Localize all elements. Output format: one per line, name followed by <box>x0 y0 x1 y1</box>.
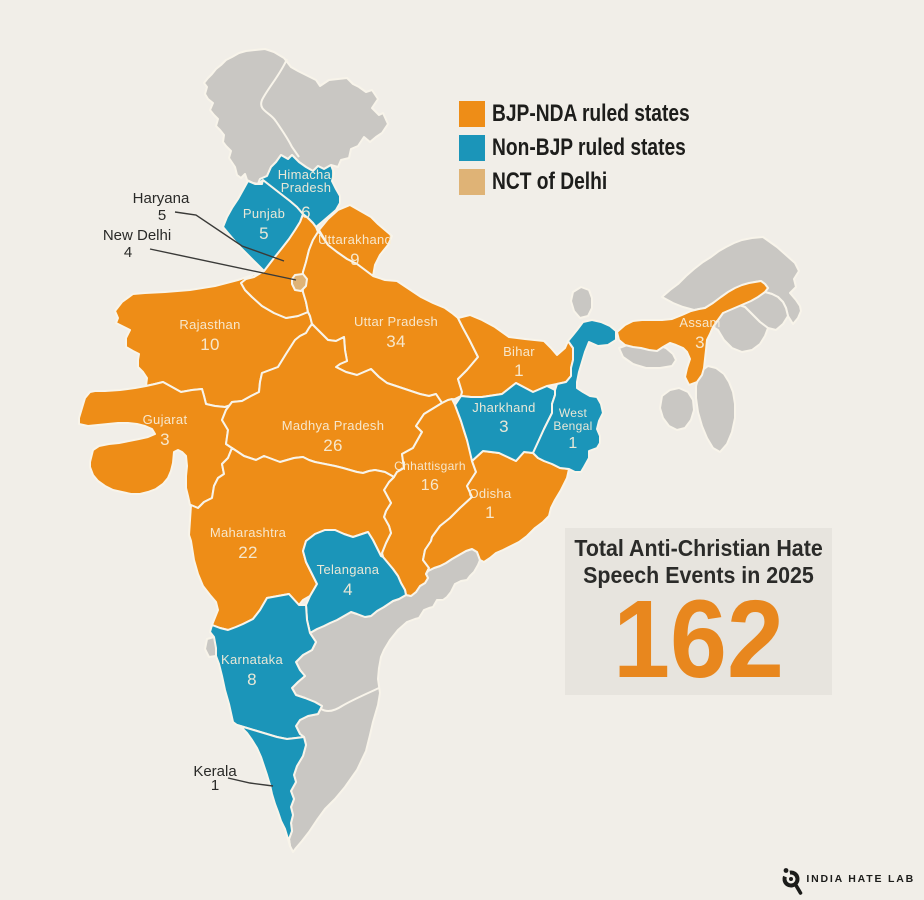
svg-text:Punjab: Punjab <box>243 206 285 221</box>
svg-text:1: 1 <box>485 503 495 522</box>
svg-text:Bihar: Bihar <box>503 344 535 359</box>
svg-text:Chhattisgarh: Chhattisgarh <box>394 459 466 473</box>
svg-text:3: 3 <box>695 333 705 352</box>
svg-text:Uttar Pradesh: Uttar Pradesh <box>354 314 438 329</box>
svg-text:10: 10 <box>200 335 220 354</box>
svg-text:Jharkhand: Jharkhand <box>472 400 535 415</box>
svg-text:5: 5 <box>158 207 166 224</box>
svg-text:Assam: Assam <box>679 315 720 330</box>
svg-text:3: 3 <box>499 417 509 436</box>
svg-text:6: 6 <box>301 203 311 222</box>
svg-text:5: 5 <box>259 224 269 243</box>
svg-text:Kerala: Kerala <box>193 763 237 780</box>
svg-text:Gujarat: Gujarat <box>143 412 188 427</box>
svg-text:Pradesh: Pradesh <box>281 180 332 195</box>
svg-text:22: 22 <box>238 543 258 562</box>
svg-text:4: 4 <box>124 244 132 261</box>
svg-text:1: 1 <box>568 435 577 452</box>
svg-text:Himachal: Himachal <box>278 167 335 182</box>
svg-text:Uttarakhand: Uttarakhand <box>318 232 392 247</box>
svg-text:Odisha: Odisha <box>469 486 512 501</box>
svg-text:1: 1 <box>514 361 524 380</box>
svg-text:New Delhi: New Delhi <box>103 227 171 244</box>
svg-text:4: 4 <box>343 580 353 599</box>
svg-text:Karnataka: Karnataka <box>221 652 283 667</box>
svg-text:26: 26 <box>323 436 343 455</box>
svg-text:16: 16 <box>421 477 439 494</box>
svg-text:Maharashtra: Maharashtra <box>210 525 287 540</box>
svg-text:West: West <box>559 406 588 420</box>
svg-text:3: 3 <box>160 430 170 449</box>
svg-text:Telangana: Telangana <box>317 562 380 577</box>
svg-text:9: 9 <box>350 250 360 269</box>
svg-text:Bengal: Bengal <box>553 419 592 433</box>
svg-text:Madhya Pradesh: Madhya Pradesh <box>282 418 384 433</box>
svg-text:8: 8 <box>247 670 257 689</box>
svg-text:Haryana: Haryana <box>133 190 190 207</box>
svg-text:34: 34 <box>386 332 406 351</box>
svg-text:1: 1 <box>211 777 219 794</box>
svg-text:Rajasthan: Rajasthan <box>179 317 240 332</box>
